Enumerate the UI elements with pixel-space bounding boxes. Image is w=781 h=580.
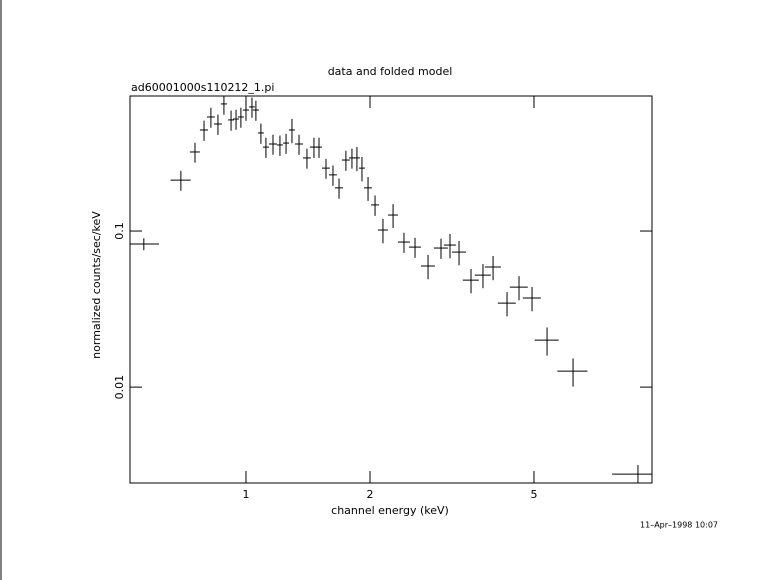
x-axis-label: channel energy (keV) — [331, 504, 449, 517]
y-tick-label: 0.1 — [113, 222, 126, 240]
x-tick-label: 2 — [367, 488, 374, 501]
chart-title: data and folded model — [328, 65, 453, 78]
timestamp: 11–Apr–1998 10:07 — [640, 521, 718, 530]
chart-subtitle: ad60001000s110212_1.pi — [131, 81, 274, 94]
x-tick-label: 1 — [242, 488, 249, 501]
y-tick-label: 0.01 — [113, 375, 126, 400]
y-axis-label: normalized counts/sec/keV — [90, 211, 103, 359]
plot-frame — [129, 95, 653, 484]
x-tick-label: 5 — [530, 488, 537, 501]
